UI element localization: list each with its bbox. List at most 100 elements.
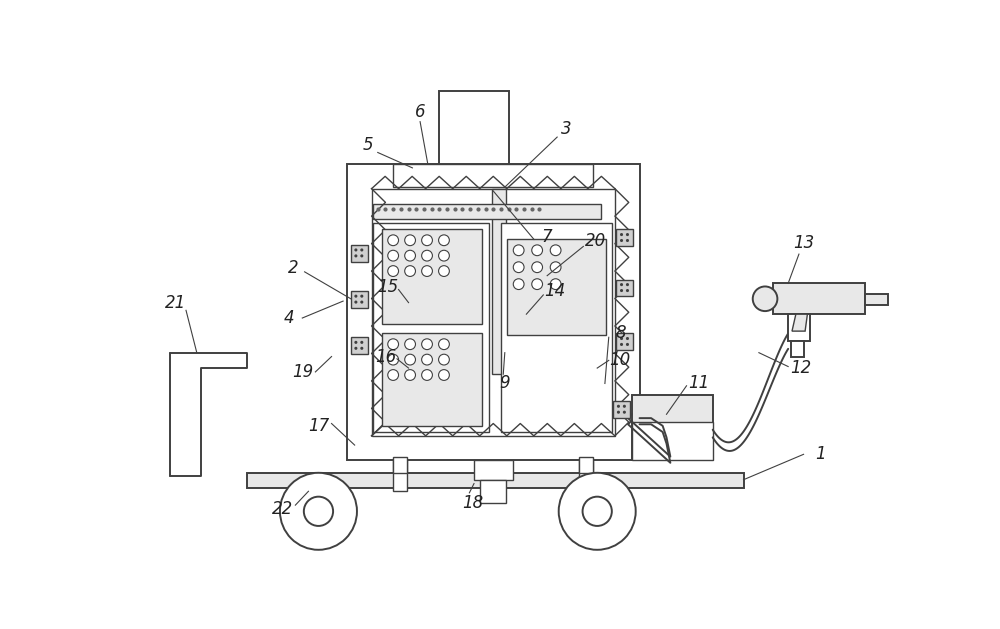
Circle shape bbox=[439, 250, 449, 261]
Bar bbox=[579, 457, 593, 473]
Circle shape bbox=[405, 339, 415, 350]
Circle shape bbox=[623, 411, 626, 414]
Bar bbox=[773, 284, 865, 314]
Circle shape bbox=[388, 370, 399, 381]
Text: 12: 12 bbox=[791, 359, 812, 377]
Bar bbox=[393, 460, 407, 491]
Circle shape bbox=[354, 294, 357, 298]
Circle shape bbox=[405, 250, 415, 261]
Circle shape bbox=[513, 279, 524, 289]
Bar bbox=[393, 457, 407, 473]
Text: 8: 8 bbox=[615, 325, 626, 342]
Circle shape bbox=[388, 354, 399, 365]
Bar bbox=[351, 337, 368, 354]
Circle shape bbox=[388, 265, 399, 277]
Bar bbox=[616, 230, 633, 247]
Circle shape bbox=[626, 283, 629, 286]
Circle shape bbox=[405, 235, 415, 246]
Circle shape bbox=[626, 343, 629, 346]
Text: 1: 1 bbox=[815, 445, 826, 464]
Bar bbox=[351, 245, 368, 262]
Circle shape bbox=[405, 354, 415, 365]
Bar bbox=[791, 341, 804, 357]
Circle shape bbox=[753, 286, 777, 311]
Circle shape bbox=[405, 370, 415, 381]
Bar bbox=[347, 164, 640, 460]
Bar bbox=[616, 279, 633, 296]
Circle shape bbox=[360, 341, 363, 344]
Bar bbox=[382, 333, 482, 426]
Circle shape bbox=[280, 473, 357, 550]
Circle shape bbox=[620, 233, 623, 236]
Bar bbox=[579, 460, 593, 491]
Bar bbox=[393, 164, 593, 187]
Circle shape bbox=[626, 289, 629, 292]
Circle shape bbox=[405, 265, 415, 277]
Bar bbox=[632, 395, 713, 460]
Circle shape bbox=[354, 301, 357, 304]
Bar bbox=[247, 473, 744, 488]
Text: 17: 17 bbox=[308, 417, 329, 435]
Circle shape bbox=[422, 370, 432, 381]
Circle shape bbox=[532, 262, 543, 272]
Bar bbox=[616, 333, 633, 350]
Bar bbox=[439, 91, 509, 164]
Circle shape bbox=[422, 250, 432, 261]
Text: 13: 13 bbox=[793, 235, 814, 252]
Text: 14: 14 bbox=[544, 282, 565, 300]
Bar bbox=[788, 314, 810, 341]
Circle shape bbox=[439, 235, 449, 246]
Circle shape bbox=[354, 341, 357, 344]
Circle shape bbox=[439, 354, 449, 365]
Circle shape bbox=[559, 473, 636, 550]
Circle shape bbox=[354, 248, 357, 252]
Circle shape bbox=[532, 279, 543, 289]
Circle shape bbox=[626, 233, 629, 236]
Circle shape bbox=[513, 262, 524, 272]
Bar bbox=[865, 294, 888, 305]
Circle shape bbox=[617, 404, 620, 408]
Circle shape bbox=[360, 301, 363, 304]
Text: 18: 18 bbox=[462, 494, 483, 512]
Circle shape bbox=[354, 347, 357, 350]
Circle shape bbox=[620, 239, 623, 242]
Circle shape bbox=[620, 343, 623, 346]
Circle shape bbox=[583, 497, 612, 526]
Text: 11: 11 bbox=[688, 374, 709, 392]
Bar bbox=[382, 230, 482, 324]
Text: 6: 6 bbox=[415, 103, 425, 121]
Text: 4: 4 bbox=[284, 309, 295, 327]
Circle shape bbox=[388, 250, 399, 261]
Circle shape bbox=[620, 289, 623, 292]
Bar bbox=[373, 204, 601, 220]
Bar bbox=[474, 460, 512, 480]
Text: 21: 21 bbox=[165, 294, 186, 311]
Circle shape bbox=[626, 337, 629, 340]
Text: 20: 20 bbox=[585, 232, 606, 250]
Circle shape bbox=[388, 235, 399, 246]
Circle shape bbox=[439, 339, 449, 350]
Circle shape bbox=[422, 235, 432, 246]
Bar bbox=[480, 480, 506, 503]
Circle shape bbox=[513, 245, 524, 255]
Text: 19: 19 bbox=[292, 363, 314, 381]
Circle shape bbox=[360, 294, 363, 298]
Text: 15: 15 bbox=[377, 278, 398, 296]
Text: 2: 2 bbox=[288, 259, 298, 277]
Circle shape bbox=[422, 265, 432, 277]
Circle shape bbox=[617, 411, 620, 414]
Circle shape bbox=[304, 497, 333, 526]
Circle shape bbox=[550, 245, 561, 255]
Text: 5: 5 bbox=[362, 136, 373, 153]
Circle shape bbox=[550, 262, 561, 272]
Circle shape bbox=[532, 245, 543, 255]
Bar bbox=[351, 291, 368, 308]
Circle shape bbox=[623, 404, 626, 408]
Circle shape bbox=[388, 339, 399, 350]
Bar bbox=[501, 223, 612, 432]
Circle shape bbox=[626, 239, 629, 242]
Circle shape bbox=[360, 248, 363, 252]
Text: 16: 16 bbox=[375, 348, 396, 365]
Text: 7: 7 bbox=[542, 228, 552, 246]
Circle shape bbox=[360, 347, 363, 350]
